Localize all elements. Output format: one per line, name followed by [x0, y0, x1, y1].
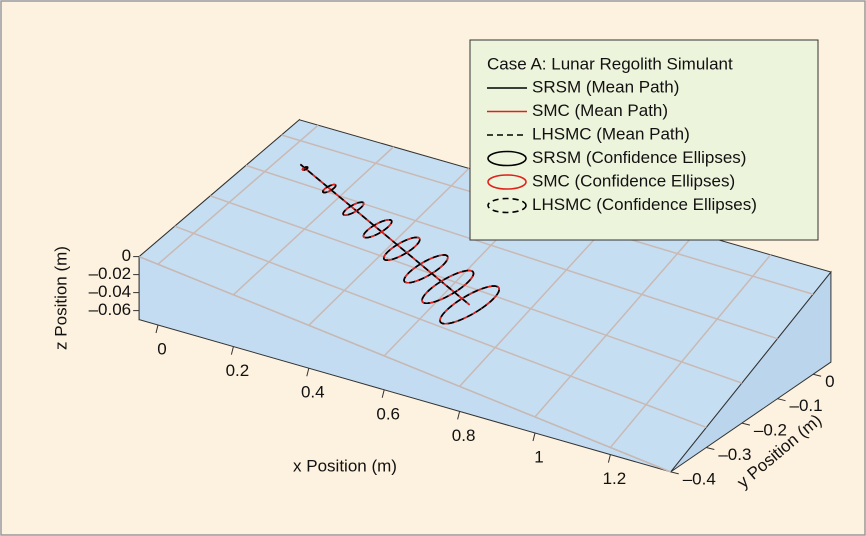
x-tick-label: 1: [534, 447, 543, 466]
legend-label: SMC (Mean Path): [532, 101, 668, 120]
x-tick-label: 0.2: [226, 361, 250, 380]
grid-line: [245, 164, 778, 340]
x-tick: [306, 368, 310, 377]
legend-label: SRSM (Confidence Ellipses): [532, 148, 746, 167]
x-tick: [230, 346, 234, 355]
grid-line: [609, 254, 772, 448]
z-tick-label: –0.04: [89, 282, 132, 301]
legend-label: LHSMC (Mean Path): [532, 124, 690, 143]
legend-label: SRSM (Mean Path): [532, 77, 679, 96]
z-tick-label: 0: [122, 246, 131, 265]
legend-swatch: [487, 197, 527, 214]
grid-line: [534, 232, 696, 418]
z-tick-label: –0.06: [89, 300, 132, 319]
y-tick: [812, 373, 822, 377]
confidence-ellipse: [342, 201, 365, 216]
y-tick: [670, 471, 679, 475]
confidence-ellipse: [382, 236, 421, 262]
plot-box: 00.20.40.60.811.20–0.1–0.2–0.3–0.40–0.02…: [89, 118, 835, 488]
confidence-ellipse: [301, 166, 309, 171]
confidence-ellipse: [403, 254, 449, 284]
grid-line: [210, 195, 743, 384]
z-axis-label: z Position (m): [51, 246, 70, 350]
x-tick-label: 1.2: [603, 469, 627, 488]
x-tick-label: 0.4: [301, 383, 325, 402]
y-tick-label: –0.1: [790, 396, 823, 415]
x-tick: [155, 324, 159, 334]
legend-box: [469, 39, 819, 241]
confidence-ellipse: [362, 218, 393, 239]
legend-label: LHSMC (Confidence Ellipses): [532, 195, 757, 214]
grid-line: [157, 124, 319, 265]
y-tick: [706, 446, 715, 450]
legend-swatch: [487, 150, 527, 167]
y-tick-label: –0.2: [754, 421, 787, 440]
x-tick-label: 0: [157, 339, 166, 358]
x-tick: [532, 432, 536, 442]
legend-swatch: [487, 174, 527, 190]
confidence-ellipse: [439, 285, 501, 325]
grid-line: [459, 211, 621, 387]
confidence-ellipse: [322, 183, 337, 194]
y-tick-label: –0.4: [683, 469, 716, 488]
grid-line: [308, 167, 470, 326]
grid-line: [232, 146, 395, 296]
y-tick-label: 0: [825, 372, 834, 391]
grid-line: [138, 255, 672, 473]
x-tick-label: 0.8: [452, 426, 476, 445]
confidence-ellipse: [421, 269, 475, 305]
right-face: [670, 270, 832, 473]
legend-label: SMC (Confidence Ellipses): [532, 171, 735, 190]
y-tick: [741, 422, 751, 426]
y-tick-label: –0.3: [718, 445, 751, 464]
z-tick-label: –0.02: [89, 264, 132, 283]
grid-line: [174, 225, 707, 429]
x-tick: [457, 411, 461, 420]
marks: [299, 163, 501, 325]
x-tick: [381, 389, 385, 398]
x-tick-label: 0.6: [376, 404, 400, 423]
legend-title: Case A: Lunar Regolith Simulant: [487, 54, 733, 73]
x-axis-label: x Position (m): [293, 456, 397, 475]
y-tick: [777, 398, 786, 402]
x-tick: [607, 454, 611, 463]
legend: SRSM (Mean Path) SMC (Mean Path) LHSMC (Me…: [487, 77, 757, 214]
